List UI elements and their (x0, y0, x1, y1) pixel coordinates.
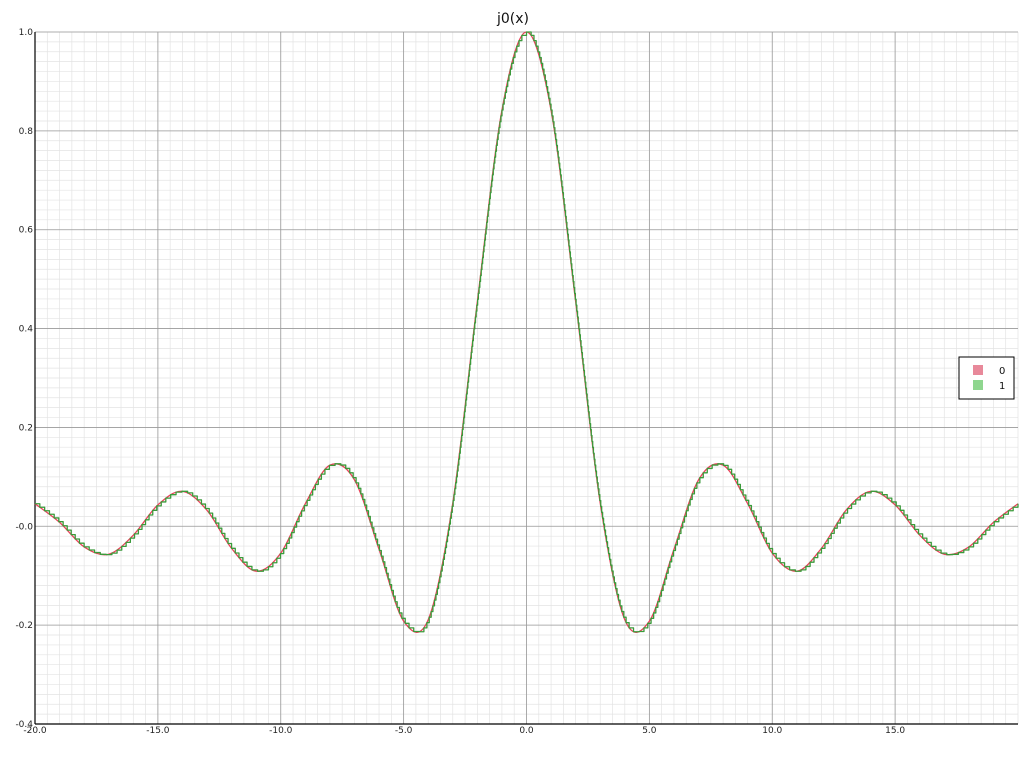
x-tick-label: 15.0 (885, 726, 905, 736)
y-tick-label: 0.4 (19, 325, 34, 335)
legend-swatch-0 (973, 365, 983, 375)
legend-label-1: 1 (999, 381, 1005, 392)
x-tick-labels: -20.0 -15.0 -10.0 -5.0 0.0 5.0 10.0 15.0 (23, 726, 905, 736)
legend-label-0: 0 (999, 366, 1005, 377)
x-tick-label: -15.0 (146, 726, 170, 736)
y-tick-label: 0.8 (19, 127, 34, 137)
y-tick-label: -0.4 (15, 720, 33, 730)
x-tick-label: -10.0 (269, 726, 293, 736)
y-tick-labels: -0.4 -0.2 -0.0 0.2 0.4 0.6 0.8 1.0 (15, 28, 33, 730)
x-tick-label: -5.0 (395, 726, 413, 736)
y-tick-label: -0.2 (15, 621, 33, 631)
series-line-1 (35, 31, 1019, 633)
legend-swatch-1 (973, 380, 983, 390)
x-tick-label: 0.0 (519, 726, 534, 736)
x-tick-label: 5.0 (642, 726, 657, 736)
y-tick-label: -0.0 (15, 522, 33, 532)
x-tick-label: 10.0 (762, 726, 782, 736)
series-layer (34, 31, 1019, 633)
axes (34, 32, 1018, 725)
y-tick-label: 0.2 (19, 423, 33, 433)
legend: 0 1 (958, 356, 1015, 400)
y-tick-label: 1.0 (19, 28, 34, 38)
legend-box (958, 356, 1015, 400)
y-tick-label: 0.6 (19, 226, 34, 236)
chart-title: j0(x) (496, 11, 529, 27)
x-tick-label: -20.0 (23, 726, 47, 736)
